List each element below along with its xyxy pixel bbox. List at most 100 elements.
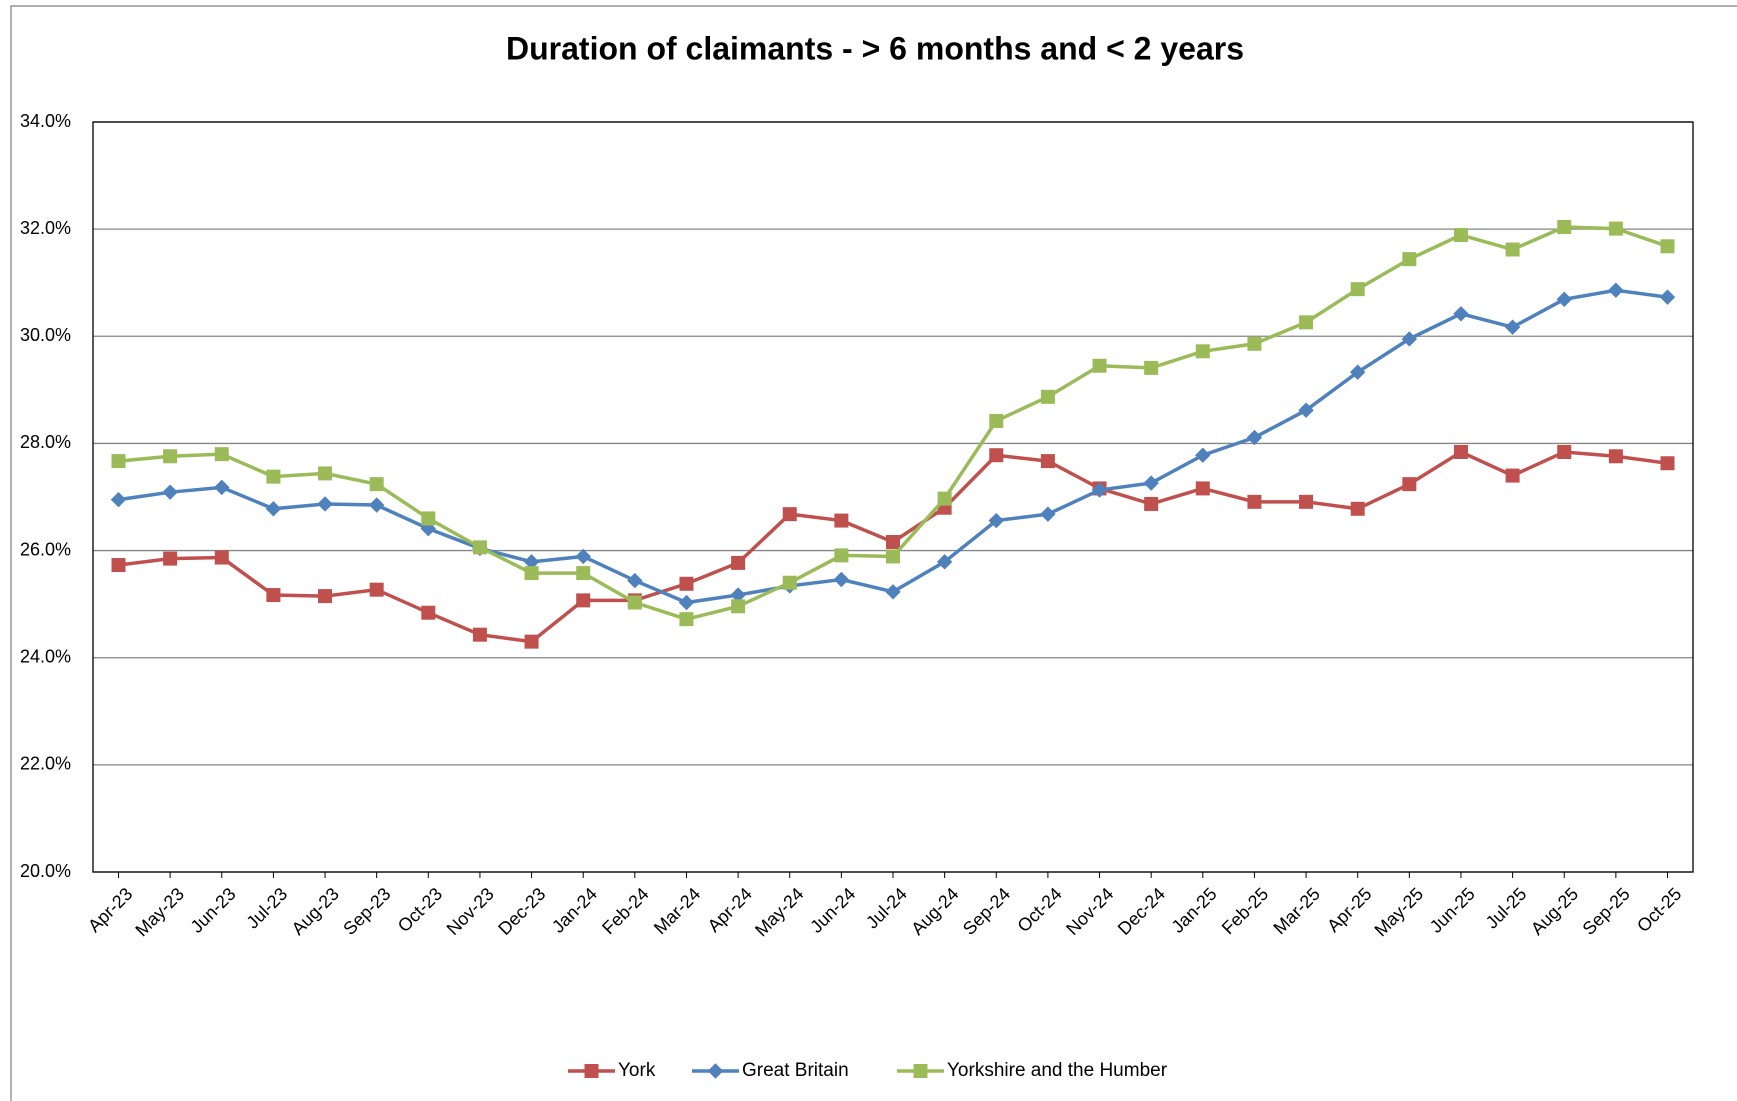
point-marker xyxy=(1195,344,1210,359)
point-marker xyxy=(584,1064,599,1078)
point-marker xyxy=(1195,481,1210,496)
point-marker xyxy=(731,555,746,570)
point-marker xyxy=(110,491,127,508)
point-marker xyxy=(1505,468,1520,483)
point-marker xyxy=(162,484,178,500)
point-marker xyxy=(369,582,384,597)
point-marker xyxy=(627,572,643,589)
point-marker xyxy=(265,501,282,517)
x-tick-label: Jan-25 xyxy=(1168,884,1221,937)
x-tick-label: May-25 xyxy=(1371,884,1428,941)
point-marker xyxy=(1453,445,1468,459)
point-marker xyxy=(1247,336,1262,351)
point-marker xyxy=(524,566,539,581)
legend-label: Yorkshire and the Humber xyxy=(947,1060,1168,1081)
series xyxy=(110,282,1676,611)
x-tick-label: Dec-23 xyxy=(494,884,549,939)
point-marker xyxy=(576,566,591,581)
point-marker xyxy=(576,593,591,608)
point-marker xyxy=(1092,358,1107,373)
point-marker xyxy=(214,447,229,462)
point-marker xyxy=(1195,447,1211,463)
point-marker xyxy=(885,584,901,600)
y-tick-label: 26.0% xyxy=(20,539,71,559)
point-marker xyxy=(1556,291,1572,308)
chart-frame xyxy=(10,5,1737,1101)
point-marker xyxy=(1453,228,1468,243)
point-marker xyxy=(472,627,487,642)
point-marker xyxy=(679,576,694,591)
x-tick-label: Dec-24 xyxy=(1114,884,1169,939)
point-marker xyxy=(886,549,900,564)
point-marker xyxy=(318,589,333,604)
y-tick-label: 22.0% xyxy=(20,754,71,774)
point-marker xyxy=(318,466,333,481)
point-marker xyxy=(1299,315,1314,330)
legend-item: York xyxy=(568,1060,656,1081)
point-marker xyxy=(1350,501,1365,516)
point-marker xyxy=(989,448,1004,463)
point-marker xyxy=(678,594,695,611)
point-marker xyxy=(1350,282,1365,297)
point-marker xyxy=(679,612,694,627)
point-marker xyxy=(1246,429,1263,446)
point-marker xyxy=(1040,389,1055,404)
x-tick-label: May-24 xyxy=(751,884,808,941)
point-marker xyxy=(472,540,487,555)
x-tick-label: Feb-25 xyxy=(1218,884,1272,938)
point-marker xyxy=(163,449,178,464)
point-marker xyxy=(936,554,953,570)
y-tick-label: 24.0% xyxy=(20,646,71,666)
point-marker xyxy=(782,507,797,522)
point-marker xyxy=(937,491,952,506)
point-marker xyxy=(1557,445,1572,459)
legend-label: Great Britain xyxy=(742,1060,849,1081)
point-marker xyxy=(1504,319,1521,335)
y-tick-label: 32.0% xyxy=(20,218,71,238)
point-marker xyxy=(1557,220,1572,234)
x-tick-label: Mar-25 xyxy=(1269,884,1323,938)
point-marker xyxy=(524,634,539,649)
point-marker xyxy=(1040,506,1056,522)
point-marker xyxy=(1608,449,1623,464)
x-tick-label: Oct-25 xyxy=(1633,884,1685,936)
x-tick-label: Feb-24 xyxy=(598,884,652,938)
x-tick-label: Apr-24 xyxy=(704,884,756,936)
point-marker xyxy=(1143,475,1159,491)
x-tick-label: Jul-25 xyxy=(1482,884,1531,933)
x-tick-label: Aug-25 xyxy=(1527,884,1582,939)
point-marker xyxy=(1144,496,1159,511)
chart-title: Duration of claimants - > 6 months and <… xyxy=(506,30,1244,66)
point-marker xyxy=(111,558,126,573)
point-marker xyxy=(163,551,178,566)
point-marker xyxy=(1040,454,1055,469)
point-marker xyxy=(1505,242,1520,257)
point-marker xyxy=(1660,239,1675,254)
series xyxy=(111,220,1675,627)
x-tick-label: Jan-24 xyxy=(548,884,601,937)
x-tick-label: Jul-24 xyxy=(862,884,911,933)
point-marker xyxy=(369,477,384,492)
point-marker xyxy=(707,1063,724,1079)
point-marker xyxy=(1660,456,1675,471)
x-tick-label: Oct-24 xyxy=(1013,884,1065,936)
point-marker xyxy=(834,513,849,528)
point-marker xyxy=(1402,477,1417,492)
x-tick-label: May-23 xyxy=(131,884,188,941)
point-marker xyxy=(420,520,437,537)
point-marker xyxy=(988,512,1004,529)
point-marker xyxy=(214,479,230,496)
point-marker xyxy=(913,1064,928,1078)
point-marker xyxy=(1453,306,1469,322)
point-marker xyxy=(421,511,436,526)
point-marker xyxy=(266,469,281,484)
x-tick-label: Jun-25 xyxy=(1426,884,1479,937)
point-marker xyxy=(214,550,229,565)
point-marker xyxy=(989,413,1004,428)
plot-area xyxy=(92,121,1694,873)
point-marker xyxy=(834,548,849,563)
point-marker xyxy=(368,497,385,513)
point-marker xyxy=(111,454,126,469)
point-marker xyxy=(1299,494,1314,509)
x-tick-label: Sep-25 xyxy=(1579,884,1634,939)
